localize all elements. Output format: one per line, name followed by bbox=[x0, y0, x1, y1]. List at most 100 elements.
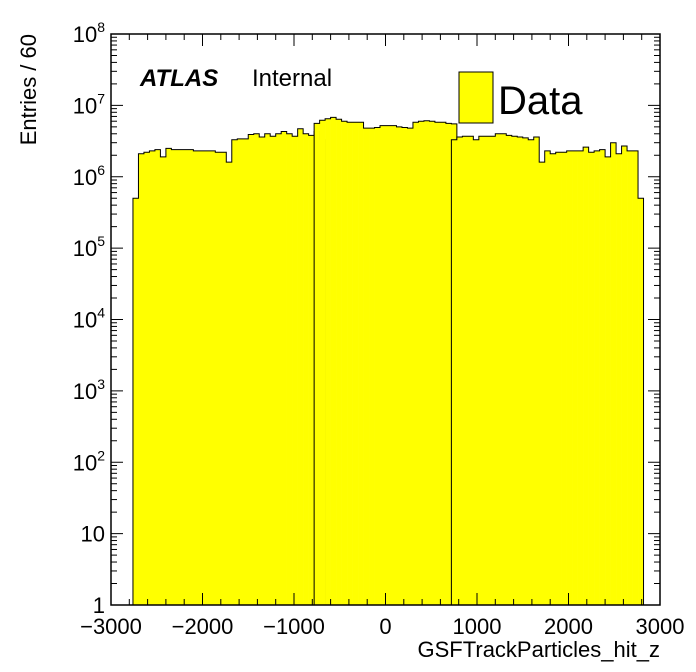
histogram-bar bbox=[605, 156, 611, 605]
y-tick-base: 10 bbox=[73, 165, 97, 190]
histogram-bar bbox=[303, 133, 309, 605]
y-tick-base: 10 bbox=[73, 308, 97, 333]
histogram-bar bbox=[627, 150, 633, 605]
histogram-bar bbox=[572, 150, 578, 605]
y-tick-exponent: 7 bbox=[97, 90, 105, 106]
histogram-bar bbox=[143, 152, 150, 605]
histogram-bar bbox=[330, 117, 337, 605]
histogram-bar bbox=[363, 128, 370, 605]
histogram-bar bbox=[522, 137, 529, 606]
histogram-bar bbox=[621, 145, 628, 605]
histogram-bar bbox=[462, 136, 469, 605]
histogram-bar bbox=[390, 125, 397, 606]
histogram-bar bbox=[242, 138, 249, 605]
histogram-bar bbox=[588, 152, 595, 605]
histogram-bar bbox=[500, 133, 507, 605]
histogram-bar bbox=[418, 121, 425, 606]
y-tick-label: 1 bbox=[93, 593, 105, 618]
histogram-bar bbox=[407, 128, 414, 605]
histogram-bar bbox=[314, 123, 320, 605]
histogram-bar bbox=[511, 136, 518, 605]
histogram-bar bbox=[456, 137, 463, 606]
histogram-bar bbox=[209, 150, 216, 605]
histogram-bar bbox=[369, 128, 375, 605]
histogram-bar bbox=[264, 133, 271, 605]
histogram-bar bbox=[347, 122, 353, 605]
histogram-bar bbox=[319, 120, 326, 605]
histogram-bar bbox=[380, 125, 386, 606]
histogram-bar bbox=[550, 153, 556, 605]
histogram-bar bbox=[187, 149, 194, 606]
histogram-bar bbox=[193, 150, 200, 605]
histogram-bar bbox=[423, 120, 430, 605]
histogram-bar bbox=[253, 133, 260, 605]
atlas-label: ATLAS bbox=[139, 65, 218, 92]
histogram-outline bbox=[313, 116, 458, 605]
y-tick-label: 103 bbox=[73, 376, 105, 404]
histogram-bar bbox=[440, 122, 447, 605]
histogram-bar bbox=[176, 149, 183, 606]
y-tick-base: 10 bbox=[73, 450, 97, 475]
y-tick-base: 10 bbox=[73, 379, 97, 404]
histogram-bar bbox=[445, 123, 452, 605]
histogram-bar bbox=[616, 153, 622, 605]
histogram-bar bbox=[226, 162, 233, 605]
histogram-bar bbox=[583, 147, 589, 605]
histogram-bar bbox=[325, 118, 331, 605]
histogram-bar bbox=[638, 198, 644, 606]
axis-ticks bbox=[110, 33, 661, 606]
histogram-bar bbox=[352, 122, 359, 605]
histogram-bar bbox=[632, 150, 639, 605]
histogram-bar bbox=[198, 150, 205, 605]
histogram-bar bbox=[204, 150, 211, 605]
y-tick-base: 1 bbox=[93, 593, 105, 618]
x-tick-labels: −3000 −2000 −1000 0 1000 2000 3000 bbox=[80, 614, 684, 639]
y-tick-exponent: 4 bbox=[97, 305, 105, 321]
y-tick-label: 105 bbox=[73, 233, 105, 261]
histogram-bar bbox=[555, 152, 562, 605]
y-tick-label: 107 bbox=[73, 90, 105, 118]
histogram-bar bbox=[599, 149, 606, 606]
y-tick-base: 10 bbox=[73, 236, 97, 261]
x-tick-label: −3000 bbox=[80, 614, 142, 639]
histogram-bar bbox=[489, 136, 496, 605]
histogram-bar bbox=[215, 152, 222, 605]
histogram-bar bbox=[308, 135, 315, 605]
histogram-outline bbox=[450, 133, 645, 605]
histogram-bar bbox=[467, 136, 474, 605]
histogram-bar bbox=[336, 119, 342, 606]
x-tick-label: −1000 bbox=[263, 614, 325, 639]
histogram-bar bbox=[358, 122, 364, 605]
histogram-bar bbox=[451, 139, 458, 606]
histogram-bar bbox=[577, 150, 584, 605]
x-axis-label: GSFTrackParticles_hit_z bbox=[418, 637, 660, 662]
y-tick-base: 10 bbox=[73, 93, 97, 118]
histogram-bar bbox=[281, 131, 287, 606]
histogram-bar bbox=[165, 148, 172, 605]
y-tick-exponent: 3 bbox=[97, 376, 105, 392]
y-tick-exponent: 5 bbox=[97, 233, 105, 249]
histogram-bar bbox=[160, 156, 167, 605]
histogram-bar bbox=[561, 152, 567, 605]
y-tick-label: 106 bbox=[73, 162, 105, 190]
x-tick-label: 3000 bbox=[636, 614, 685, 639]
histogram-bar bbox=[401, 127, 408, 606]
histogram-bar bbox=[484, 136, 491, 605]
histogram-bar bbox=[539, 162, 546, 605]
y-tick-base: 10 bbox=[73, 22, 97, 47]
y-tick-exponent: 6 bbox=[97, 162, 105, 178]
histogram-bar bbox=[220, 152, 227, 605]
x-tick-label: 1000 bbox=[453, 614, 502, 639]
histogram-bar bbox=[528, 139, 535, 606]
histogram-bar bbox=[286, 133, 293, 605]
histogram-bar bbox=[292, 136, 298, 605]
histogram-bar bbox=[434, 122, 441, 605]
histogram-bar bbox=[275, 133, 282, 605]
y-tick-exponent: 2 bbox=[97, 447, 105, 463]
histogram-bar bbox=[412, 122, 419, 605]
y-tick-label: 104 bbox=[73, 305, 105, 333]
x-tick-label: 2000 bbox=[544, 614, 593, 639]
internal-label: Internal bbox=[252, 65, 332, 92]
